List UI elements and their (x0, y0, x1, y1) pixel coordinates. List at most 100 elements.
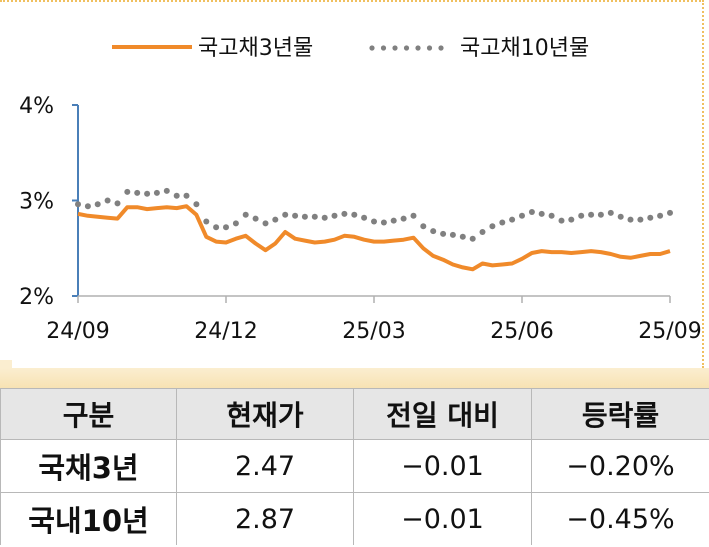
series-10y-point (75, 201, 81, 208)
header-category: 구분 (0, 388, 177, 440)
legend-label-3y: 국고채3년물 (198, 36, 313, 61)
legend-dot (403, 45, 410, 51)
series-10y-point (193, 201, 200, 208)
legend-dot (369, 45, 375, 51)
header-rate: 등락률 (531, 388, 709, 440)
series-10y-point (627, 216, 634, 223)
series-10y-point (272, 216, 279, 223)
cell-price: 2.47 (176, 439, 354, 493)
series-10y-point (489, 223, 496, 230)
row-label: 국채3년 (0, 439, 177, 493)
y-tick-label: 4% (19, 94, 54, 119)
cell-rate: −0.45% (531, 492, 709, 545)
series-10y-point (84, 203, 91, 210)
table-row: 국내10년 2.87 −0.01 −0.45% (0, 492, 709, 545)
series-10y-point (341, 210, 348, 217)
series-10y-point (548, 212, 555, 219)
series-10y-point (331, 212, 338, 219)
y-tick-label: 3% (19, 190, 54, 215)
y-ticks: 2% 3% 4% (19, 94, 78, 310)
series-10y-point (124, 188, 131, 195)
series-10y-point (351, 211, 358, 218)
series-10y-point (578, 212, 585, 219)
series-10y-point (420, 223, 427, 230)
cell-change: −0.01 (353, 439, 532, 493)
series-10y-point (144, 190, 151, 197)
series-10y-point (430, 228, 437, 235)
legend-label-10y: 국고채10년물 (460, 36, 589, 61)
header-change: 전일 대비 (353, 388, 532, 440)
legend-swatch-10y (369, 45, 444, 51)
series-10y-point (361, 214, 368, 221)
series-10y-point (301, 213, 308, 220)
series-10y-point (588, 211, 595, 218)
header-price: 현재가 (176, 388, 354, 440)
chart-panel: 국고채3년물 국고채10년물 2% 3% 4% 24/09 24/12 25/03 25/… (0, 0, 704, 368)
series-10y-point (607, 209, 614, 216)
x-tick-label: 25/09 (638, 319, 701, 344)
series-10y-point (213, 224, 220, 231)
series-10y-point (134, 189, 141, 196)
cell-change: −0.01 (353, 492, 532, 545)
legend: 국고채3년물 국고채10년물 (112, 36, 589, 61)
x-tick-label: 25/03 (342, 319, 405, 344)
series-10y-point (223, 224, 229, 231)
x-tick-label: 25/06 (490, 319, 553, 344)
series-10y-point (617, 213, 624, 220)
series-10y-point (183, 192, 190, 199)
series-10y-point (371, 218, 377, 225)
x-ticks: 24/09 24/12 25/03 25/06 25/09 (46, 296, 702, 344)
legend-dot (415, 45, 421, 51)
series-10y-point (558, 217, 565, 224)
x-tick-label: 24/12 (194, 319, 257, 344)
series-10y-point (252, 215, 259, 222)
series-10y-point (292, 212, 299, 219)
series-10y-point (232, 220, 239, 227)
line-chart: 국고채3년물 국고채10년물 2% 3% 4% 24/09 24/12 25/03 25/… (19, 36, 702, 344)
row-label: 국내10년 (0, 492, 177, 545)
series-10y-point (657, 212, 664, 219)
series-10y-point (282, 211, 289, 218)
series-10y-point (597, 211, 604, 218)
series-10y-point (637, 216, 644, 223)
legend-dot (426, 45, 433, 51)
series-10y-point (104, 197, 111, 204)
series-10y-point (449, 231, 456, 238)
series-10y-point (647, 214, 654, 221)
series-10y-point (262, 220, 269, 227)
series-3y-line (77, 204, 671, 272)
legend-dot (392, 45, 398, 51)
cell-rate: −0.20% (531, 439, 709, 493)
series-10y-point (380, 219, 387, 226)
series-10y-point (400, 215, 407, 222)
table-row: 국채3년 2.47 −0.01 −0.20% (0, 439, 709, 493)
series-10y-point (203, 218, 210, 225)
cell-price: 2.87 (176, 492, 354, 545)
series-10y-point (667, 209, 673, 216)
series-10y-point (479, 229, 486, 235)
series-10y-point (440, 230, 447, 237)
x-tick-label: 24/09 (46, 319, 109, 344)
series-10y-point (114, 200, 121, 207)
summary-table: 구분 현재가 전일 대비 등락률 국채3년 2.47 −0.01 −0.20% … (0, 388, 709, 545)
divider-band (0, 368, 709, 388)
series-10y-point (459, 233, 466, 240)
series-10y-point (242, 211, 249, 218)
legend-dot (438, 45, 444, 51)
series-10y-point (499, 219, 506, 226)
series-10y-point (519, 212, 525, 219)
series-10y-point (469, 235, 476, 242)
series-10y-point (509, 216, 516, 223)
series-10y-point (390, 217, 397, 224)
series-10y-point (311, 213, 318, 220)
series-10y-point (538, 210, 545, 217)
series-10y (75, 187, 673, 242)
series-10y-point (568, 216, 575, 223)
series-10y-point (410, 212, 417, 219)
series-10y-point (153, 189, 160, 196)
y-tick-label: 2% (19, 285, 54, 310)
series-10y-point (163, 187, 170, 194)
series-10y-point (173, 192, 180, 199)
series-10y-point (528, 209, 535, 215)
